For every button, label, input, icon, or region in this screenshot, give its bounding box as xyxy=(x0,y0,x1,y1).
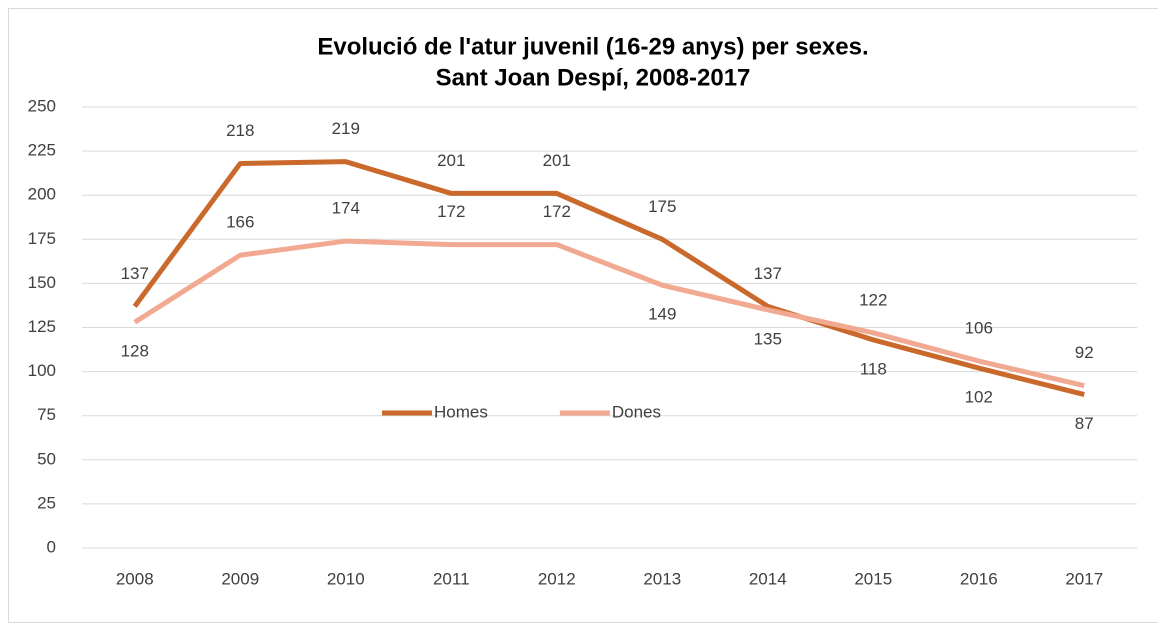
data-label: 137 xyxy=(754,264,782,283)
y-tick-label: 225 xyxy=(28,141,56,160)
data-label: 172 xyxy=(543,202,571,221)
data-label: 201 xyxy=(543,151,571,170)
data-label: 92 xyxy=(1075,343,1094,362)
chart-border xyxy=(8,8,1158,623)
data-label: 122 xyxy=(859,290,887,309)
data-label: 172 xyxy=(437,202,465,221)
series-line xyxy=(133,238,1085,389)
x-tick-label: 2011 xyxy=(433,569,470,588)
data-label: 87 xyxy=(1075,414,1094,433)
data-label: 201 xyxy=(437,151,465,170)
data-label: 166 xyxy=(226,213,254,232)
data-label: 219 xyxy=(332,119,360,138)
legend-label: Homes xyxy=(434,402,488,421)
x-tick-label: 2015 xyxy=(854,569,892,588)
series-line xyxy=(132,159,1085,397)
x-tick-label: 2010 xyxy=(327,569,365,588)
data-label: 174 xyxy=(332,199,360,218)
y-tick-label: 75 xyxy=(37,405,56,424)
legend-label: Dones xyxy=(612,402,661,421)
x-tick-label: 2017 xyxy=(1065,569,1103,588)
x-tick-label: 2009 xyxy=(221,569,259,588)
y-tick-label: 25 xyxy=(37,493,56,512)
y-tick-label: 0 xyxy=(47,537,56,556)
data-label: 218 xyxy=(226,121,254,140)
data-label: 175 xyxy=(648,197,676,216)
data-label: 135 xyxy=(754,329,782,348)
x-tick-label: 2014 xyxy=(749,569,787,588)
data-label: 137 xyxy=(121,264,149,283)
y-tick-label: 175 xyxy=(28,229,56,248)
data-label: 106 xyxy=(965,319,993,338)
chart-subtitle: Sant Joan Despí, 2008-2017 xyxy=(436,64,751,91)
y-tick-label: 150 xyxy=(28,273,56,292)
data-label: 118 xyxy=(860,359,887,378)
x-tick-label: 2008 xyxy=(116,569,154,588)
chart-title: Evolució de l'atur juvenil (16-29 anys) … xyxy=(317,33,868,60)
data-label: 149 xyxy=(648,305,676,324)
data-label: 128 xyxy=(121,342,149,361)
y-tick-label: 250 xyxy=(28,96,56,115)
y-tick-label: 200 xyxy=(28,185,56,204)
x-tick-label: 2012 xyxy=(538,569,576,588)
y-tick-label: 125 xyxy=(28,317,56,336)
y-tick-label: 100 xyxy=(28,361,56,380)
data-label: 102 xyxy=(965,388,993,407)
x-tick-label: 2016 xyxy=(960,569,998,588)
y-tick-label: 50 xyxy=(37,449,56,468)
x-tick-label: 2013 xyxy=(643,569,681,588)
